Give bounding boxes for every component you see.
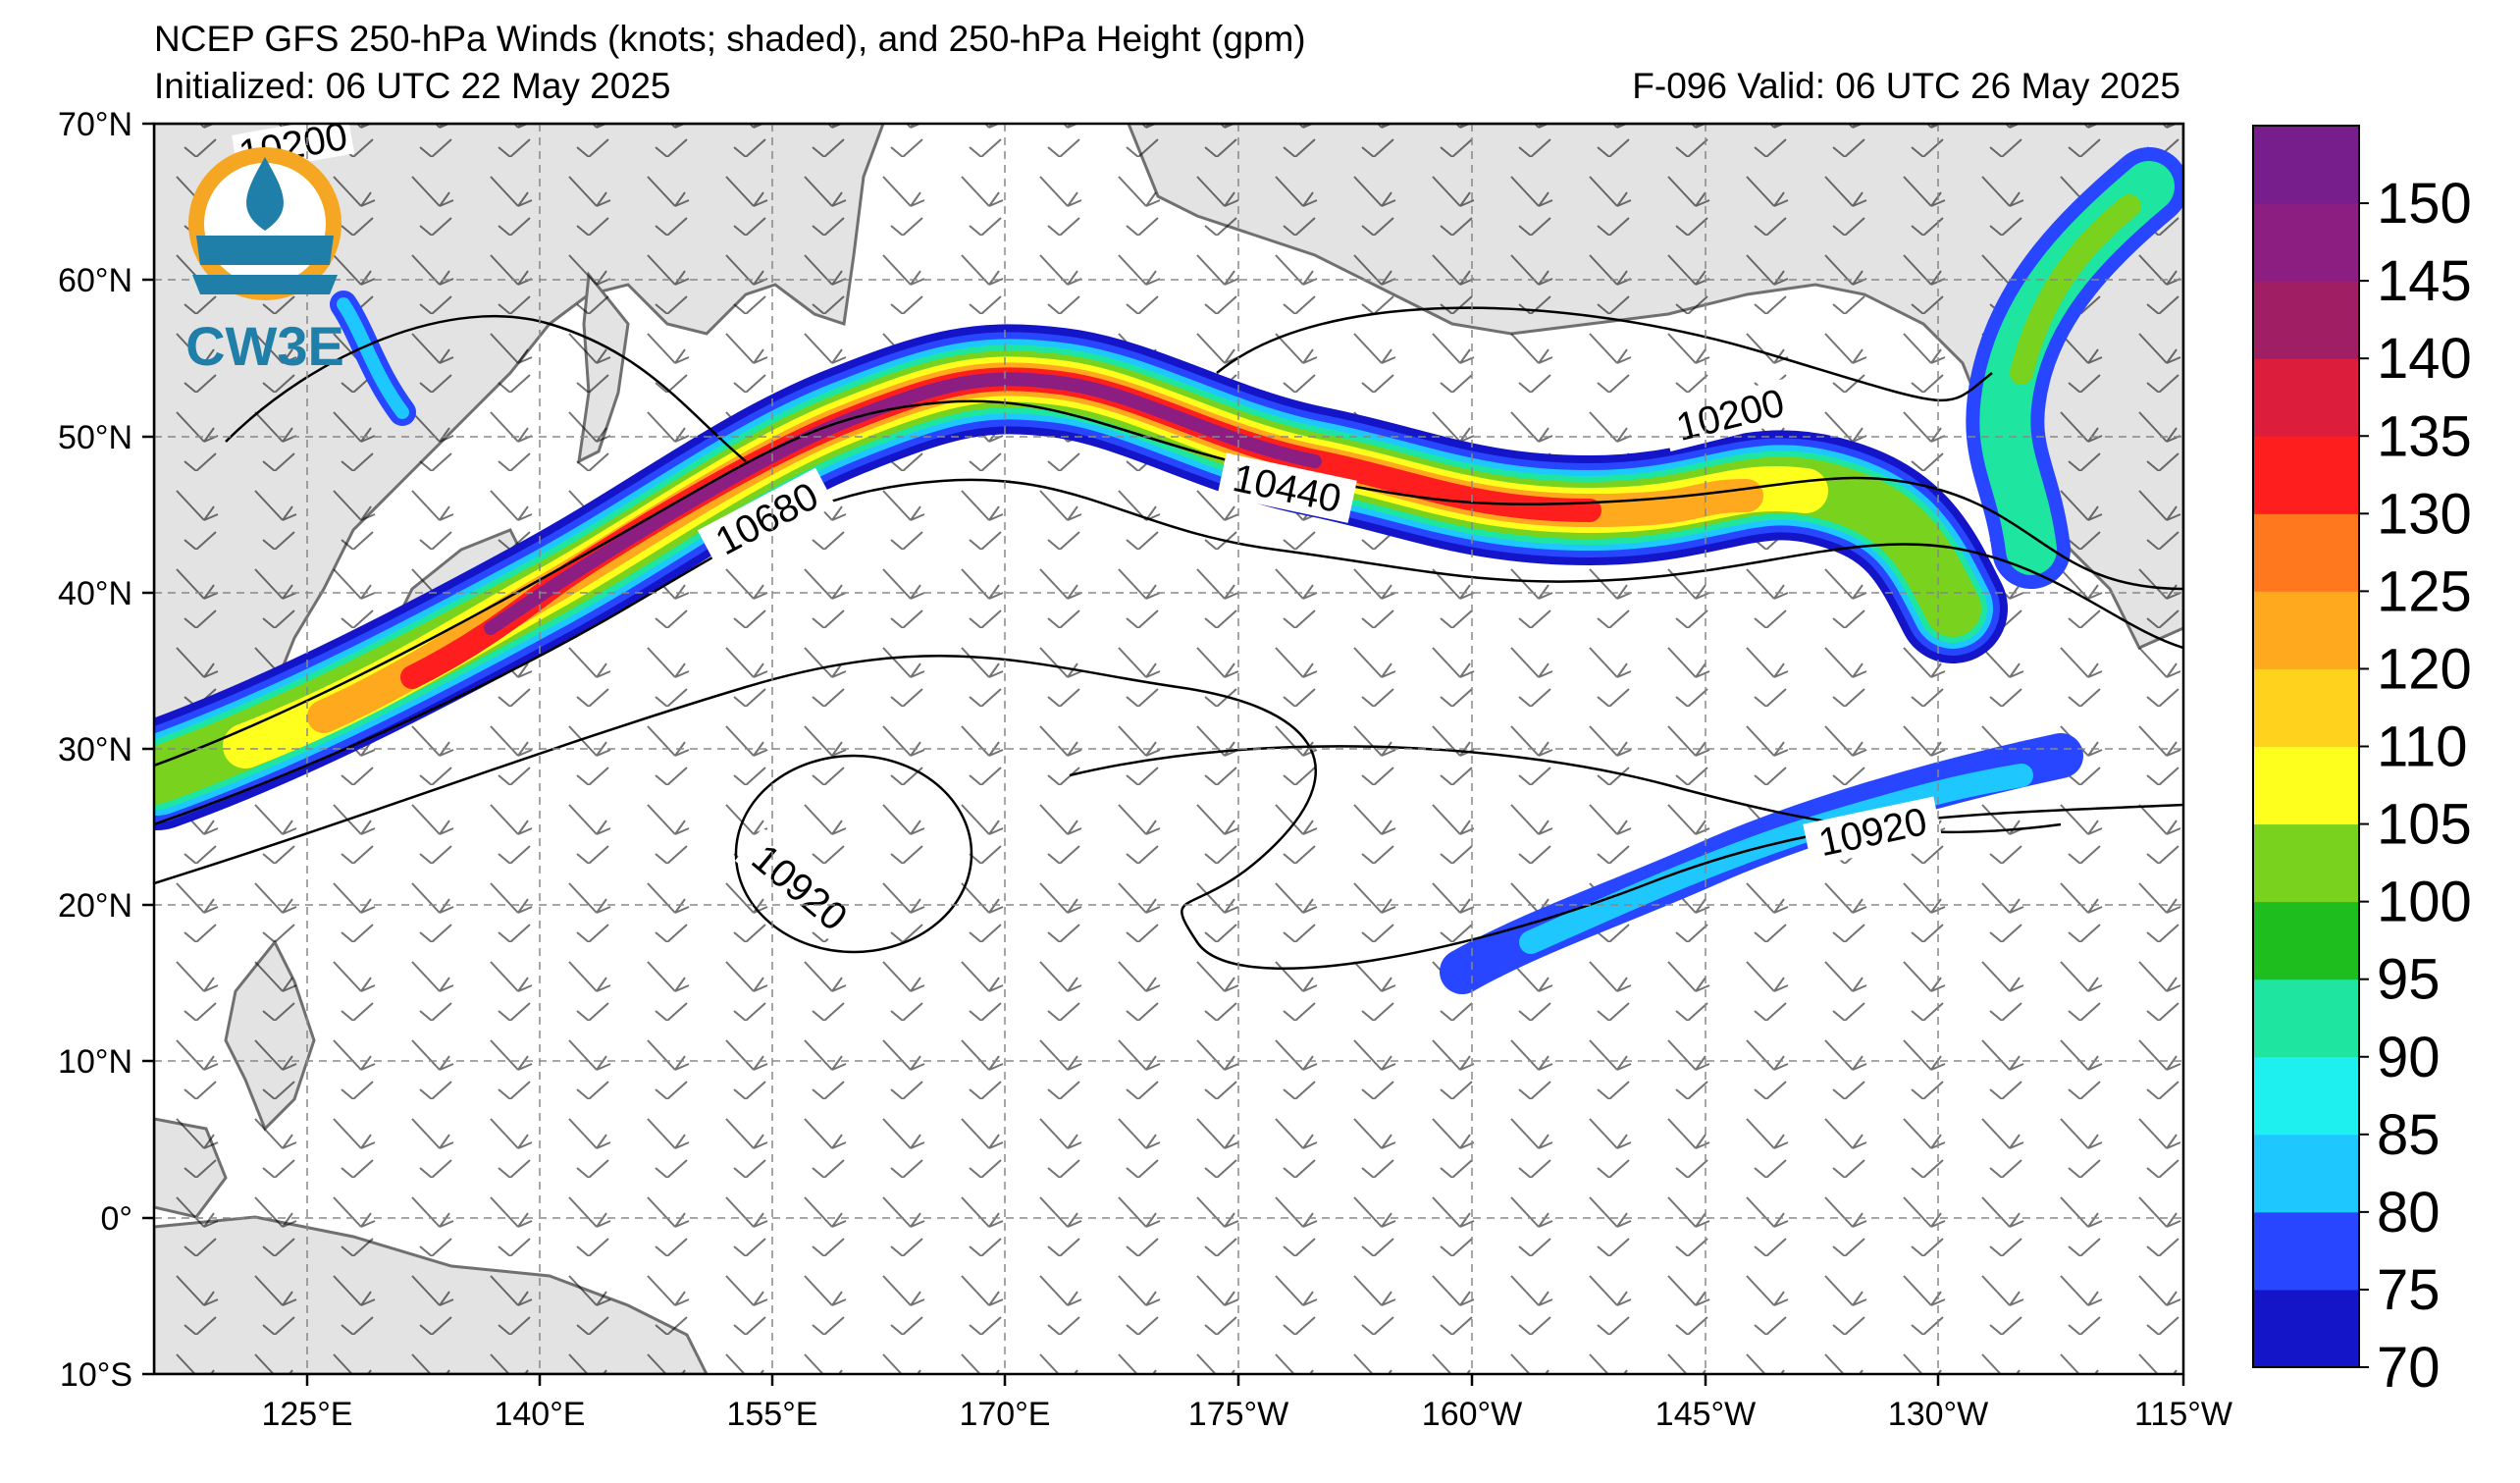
logo-drop-icon (246, 157, 284, 231)
colorbar-swatch (2253, 358, 2359, 437)
lon-label: 140°E (494, 1396, 585, 1433)
lat-label: 0° (100, 1200, 132, 1238)
contour-10920-high (734, 754, 973, 954)
cw3e-logo: CW3E (185, 147, 344, 377)
colorbar-tick-label: 100 (2377, 871, 2472, 934)
colorbar-swatch (2253, 126, 2359, 204)
colorbar-swatch (2253, 203, 2359, 282)
latitude-labels: 70°N 60°N 50°N 40°N 30°N 20°N 10°N 0° 10… (58, 106, 132, 1394)
lon-label: 155°E (726, 1396, 817, 1433)
colorbar-swatch (2253, 746, 2359, 825)
lon-label: 145°W (1655, 1396, 1756, 1433)
colorbar-tick-label: 135 (2377, 404, 2472, 468)
jet-150kt (484, 372, 1322, 635)
colorbar-swatch (2253, 979, 2359, 1058)
lat-label: 40°N (58, 575, 132, 612)
lat-label: 30°N (58, 731, 132, 768)
colorbar-tick-label: 80 (2377, 1181, 2441, 1245)
colorbar-swatch (2253, 823, 2359, 903)
logo-water-icon (196, 236, 334, 265)
axis-ticks (142, 122, 2185, 1386)
map-title: NCEP GFS 250-hPa Winds (knots; shaded), … (154, 19, 1306, 59)
valid-time: F-096 Valid: 06 UTC 26 May 2025 (1632, 66, 2180, 106)
lon-label: 175°W (1188, 1396, 1288, 1433)
map-plot-area: 10200 10680 10440 10200 10920 10920 (154, 124, 2183, 1374)
lat-label: 10°N (58, 1043, 132, 1081)
lat-label: 70°N (58, 106, 132, 143)
colorbar-tick-label: 105 (2377, 793, 2472, 857)
colorbar-swatch (2253, 901, 2359, 980)
lon-label: 125°E (261, 1396, 352, 1433)
gridlines (154, 124, 2183, 1374)
lon-label: 115°W (2134, 1396, 2232, 1433)
lat-label: 20°N (58, 887, 132, 925)
colorbar-tick-label: 95 (2377, 948, 2441, 1012)
contour-10680 (154, 478, 2183, 826)
colorbar-tick-label: 140 (2377, 327, 2472, 391)
initialized-time: Initialized: 06 UTC 22 May 2025 (154, 66, 671, 106)
colorbar-swatch (2253, 513, 2359, 592)
colorbar-tick-label: 145 (2377, 249, 2472, 313)
colorbar-tick-label: 110 (2377, 715, 2467, 779)
lat-label: 50°N (58, 419, 132, 456)
colorbar-tick-label: 90 (2377, 1026, 2441, 1089)
colorbar-swatch (2253, 668, 2359, 747)
lat-label: 60°N (58, 262, 132, 299)
colorbar-tick-label: 75 (2377, 1258, 2441, 1322)
colorbar-tick-label: 85 (2377, 1103, 2441, 1167)
lon-label: 160°W (1422, 1396, 1522, 1433)
lon-label: 130°W (1888, 1396, 1988, 1433)
colorbar-swatch (2253, 591, 2359, 669)
colorbar-tick-label: 125 (2377, 559, 2472, 623)
logo-text: CW3E (185, 315, 344, 377)
lon-label: 170°E (959, 1396, 1050, 1433)
colorbar-swatch (2253, 1211, 2359, 1291)
longitude-labels: 125°E 140°E 155°E 170°E 175°W 160°W 145°… (261, 1396, 2231, 1433)
contour-10920 (154, 655, 2183, 971)
colorbar-swatch (2253, 1289, 2359, 1368)
colorbar: 150 145 140 135 130 125 120 110 105 100 95 90 85 80 75… (2252, 125, 2472, 1400)
jet-west-coast-100kt (2010, 194, 2141, 385)
colorbar-swatch (2253, 436, 2359, 514)
lat-label: 10°S (60, 1356, 132, 1394)
jet-okhotsk-core (337, 297, 409, 419)
colorbar-tick-label: 150 (2377, 172, 2472, 236)
colorbar-swatch (2253, 281, 2359, 359)
colorbar-tick-label: 130 (2377, 482, 2472, 546)
colorbar-tick-label: 120 (2377, 637, 2472, 701)
colorbar-tick-label: 70 (2377, 1336, 2441, 1400)
colorbar-swatch (2253, 1056, 2359, 1136)
colorbar-swatch (2253, 1134, 2359, 1213)
